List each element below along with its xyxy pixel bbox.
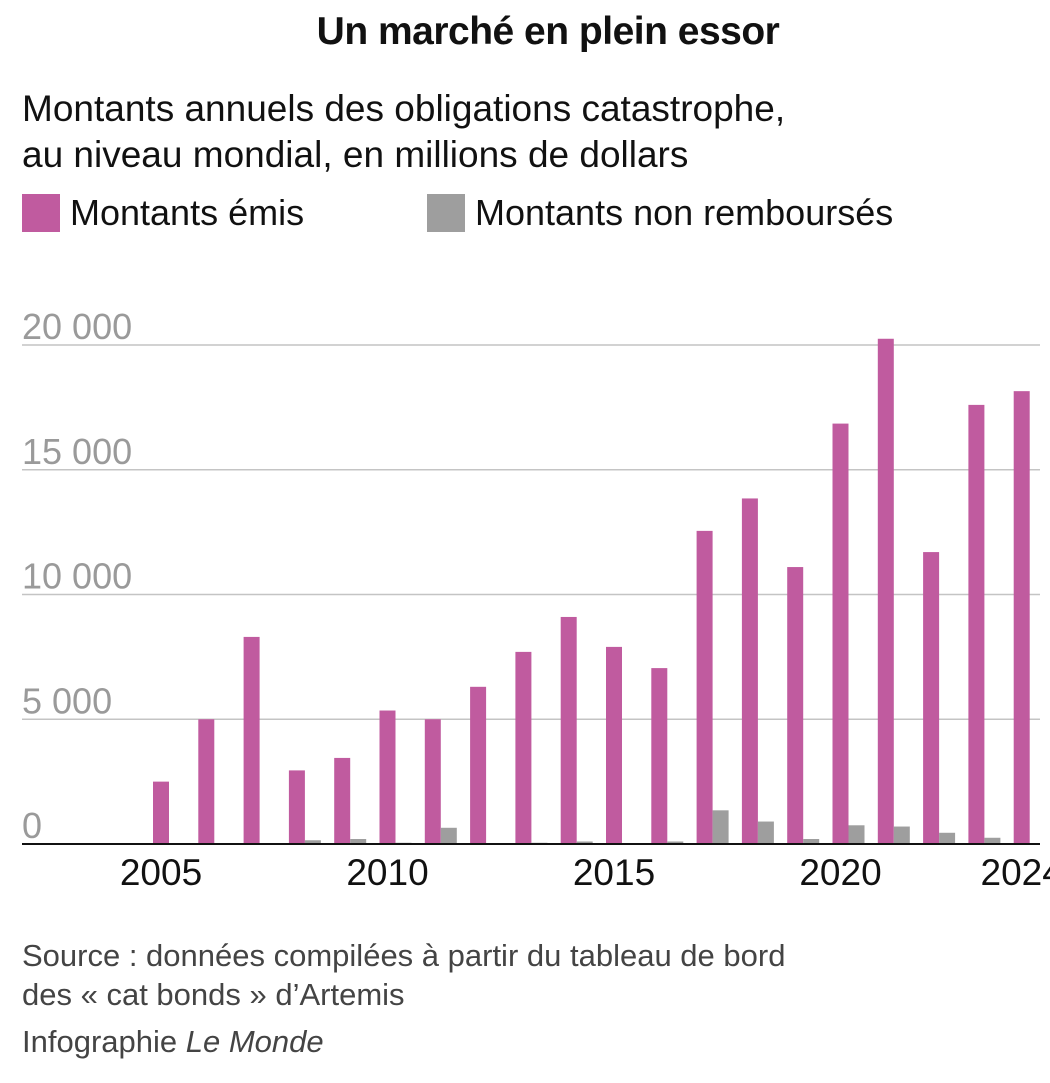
legend: Montants émis Montants non remboursés	[22, 192, 1042, 236]
legend-swatch-issued	[22, 194, 60, 232]
bar-issued-2024	[1013, 391, 1030, 844]
bar-outstanding-2011	[440, 827, 457, 844]
bar-outstanding-2018	[757, 821, 774, 844]
bars-layer	[153, 338, 1030, 844]
y-tick-label-10000: 10 000	[22, 556, 132, 597]
bar-outstanding-2008	[304, 840, 321, 844]
bar-issued-2011	[424, 719, 441, 844]
source-line-2: des « cat bonds » d’Artemis	[22, 977, 405, 1012]
bar-issued-2006	[198, 719, 215, 844]
legend-item-outstanding: Montants non remboursés	[427, 192, 893, 234]
bar-issued-2016	[651, 668, 668, 844]
bar-outstanding-2023	[984, 837, 1001, 844]
bar-issued-2013	[515, 651, 532, 844]
x-tick-label-2010: 2010	[346, 852, 428, 893]
subtitle-line-2: au niveau mondial, en millions de dollar…	[22, 134, 689, 175]
bar-issued-2018	[741, 498, 758, 844]
bar-issued-2023	[968, 404, 985, 844]
bar-issued-2009	[334, 757, 351, 844]
chart-title: Un marché en plein essor	[316, 10, 780, 53]
bar-outstanding-2021	[893, 826, 910, 844]
bar-issued-2010	[379, 710, 396, 844]
x-tick-label-2024: 2024	[981, 852, 1050, 893]
bar-outstanding-2017	[712, 810, 729, 844]
source-note: Source : données compilées à partir du t…	[22, 936, 1022, 1014]
bar-issued-2022	[923, 552, 940, 844]
credit-brand: Le Monde	[185, 1024, 324, 1059]
bar-issued-2005	[153, 781, 169, 844]
bar-chart: 0 5 000 10 000 15 000 20 000 2005 2010 2015 202…	[22, 306, 1050, 893]
axis-layer: 2005 2010 2015 2020 2024	[22, 843, 1050, 893]
legend-label-issued: Montants émis	[70, 192, 305, 233]
bar-issued-2017	[696, 530, 713, 844]
x-tick-label-2020: 2020	[799, 852, 881, 893]
chart-subtitle: Montants annuels des obligations catastr…	[22, 86, 1022, 178]
y-tick-label-15000: 15 000	[22, 431, 132, 472]
legend-label-outstanding: Montants non remboursés	[475, 192, 894, 233]
bar-issued-2021	[877, 338, 894, 844]
bar-issued-2019	[787, 567, 804, 844]
y-tick-label-5000: 5 000	[22, 680, 112, 721]
bar-outstanding-2009	[350, 839, 367, 844]
bar-outstanding-2020	[848, 825, 865, 844]
credit-prefix: Infographie	[22, 1024, 178, 1059]
grid-layer: 0 5 000 10 000 15 000 20 000	[22, 306, 1040, 846]
x-tick-label-2015: 2015	[573, 852, 655, 893]
bar-outstanding-2019	[803, 839, 820, 844]
legend-item-issued: Montants émis	[22, 192, 304, 234]
x-tick-label-2005: 2005	[120, 852, 202, 893]
subtitle-line-1: Montants annuels des obligations catastr…	[22, 88, 786, 129]
bar-issued-2015	[606, 646, 622, 844]
bar-issued-2008	[288, 770, 305, 844]
bar-issued-2007	[243, 636, 260, 844]
bar-issued-2020	[832, 423, 849, 844]
credit: Infographie Le Monde	[22, 1024, 324, 1060]
source-line-1: Source : données compilées à partir du t…	[22, 938, 786, 973]
y-tick-label-20000: 20 000	[22, 306, 132, 347]
bar-issued-2012	[470, 686, 487, 844]
bar-outstanding-2022	[939, 832, 956, 844]
legend-swatch-outstanding	[427, 194, 465, 232]
bar-outstanding-2014	[576, 841, 593, 844]
y-tick-label-0: 0	[22, 805, 42, 846]
bar-outstanding-2016	[667, 841, 684, 844]
bar-issued-2014	[560, 616, 577, 844]
